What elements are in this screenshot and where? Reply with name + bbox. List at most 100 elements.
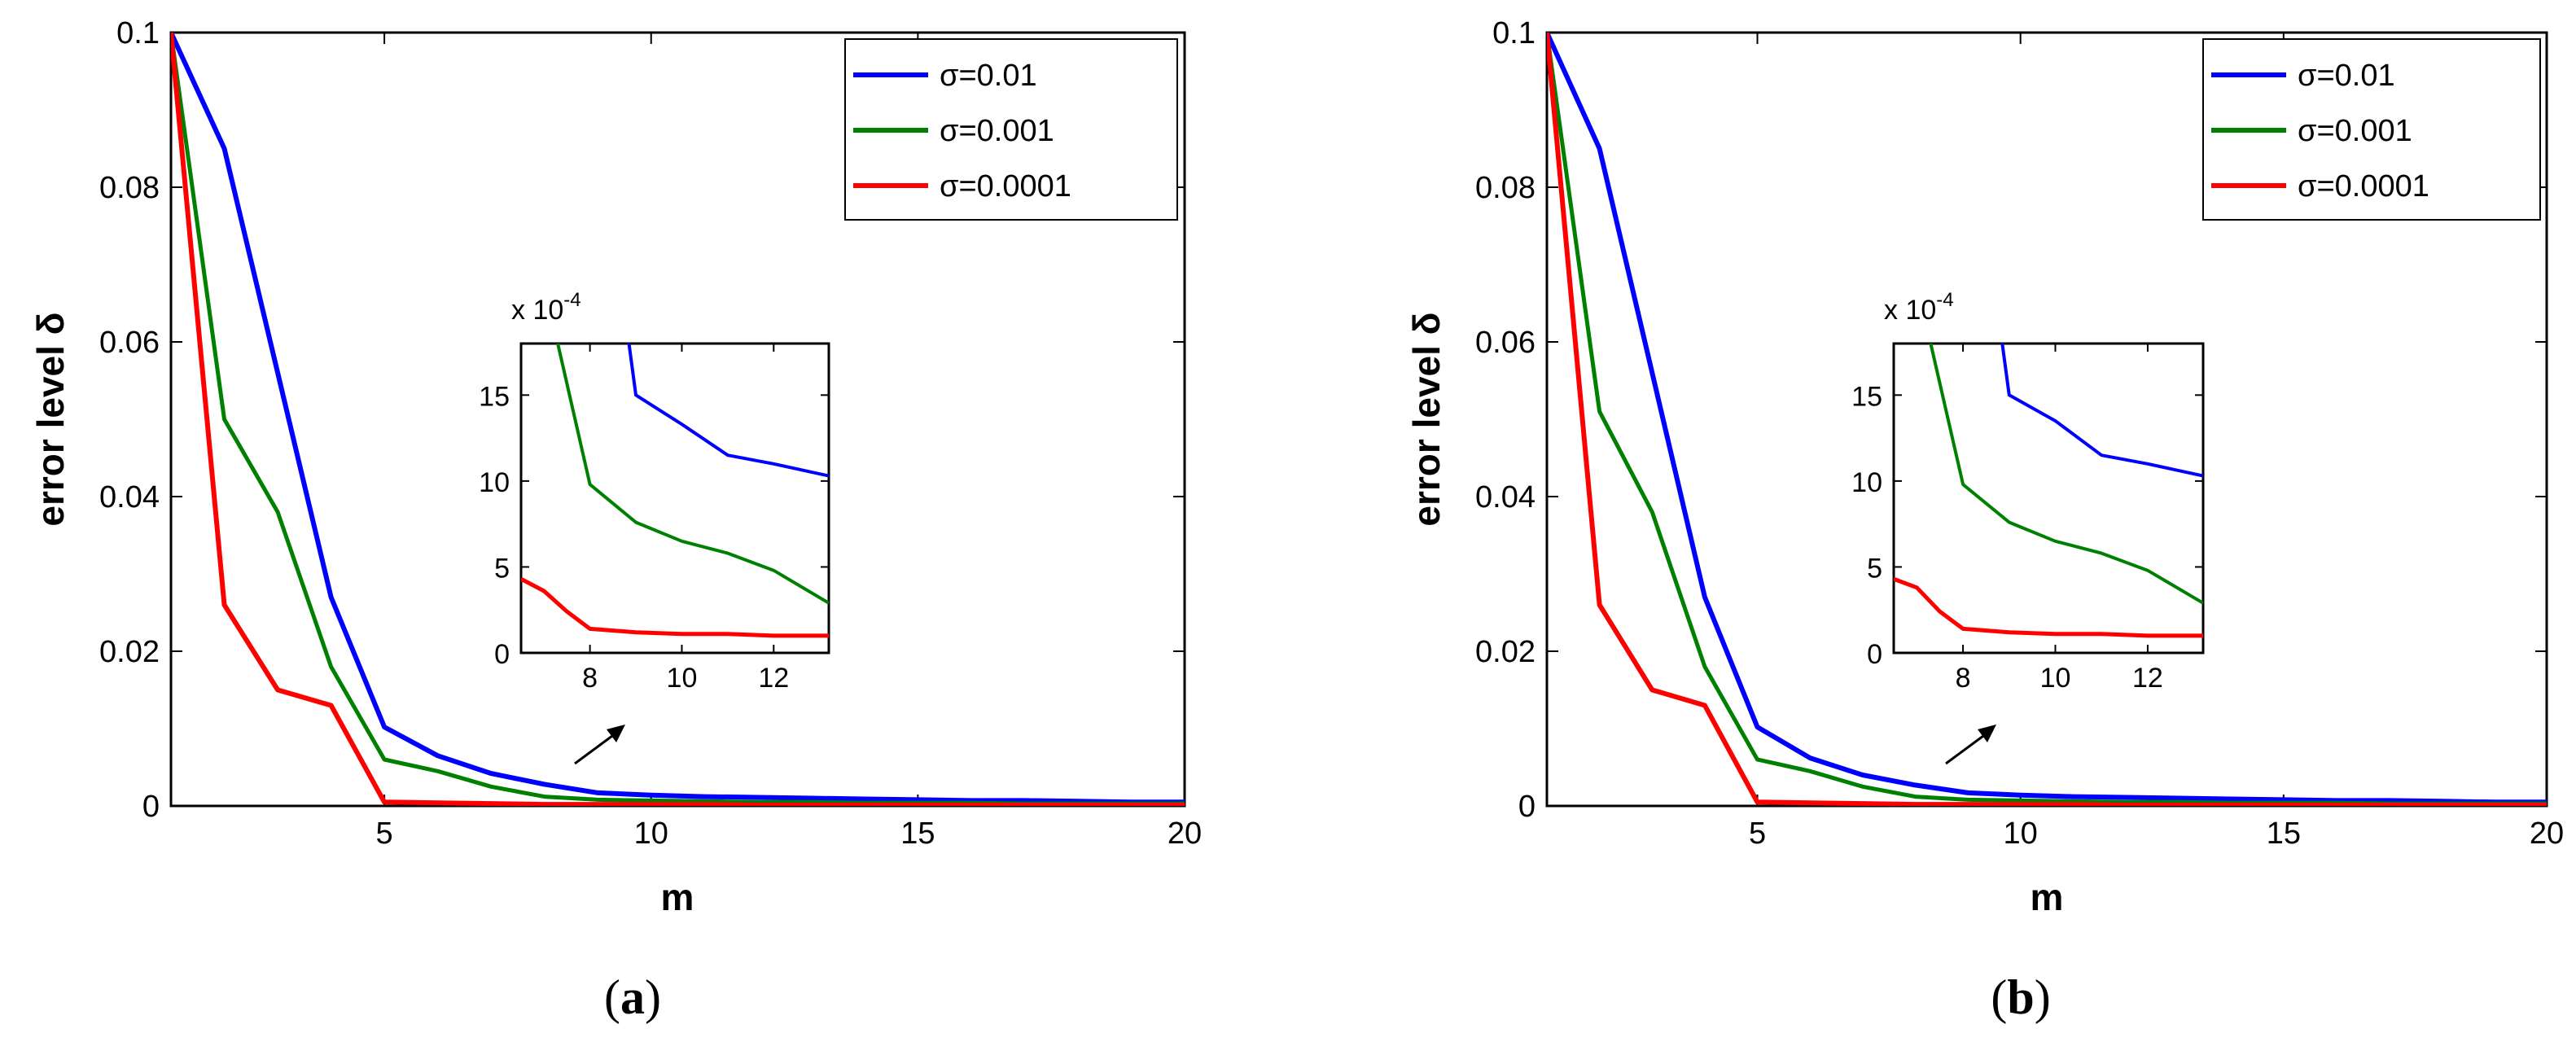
- x-tick-label: 15: [900, 817, 935, 851]
- series-sigma-0-001: [1929, 344, 2203, 605]
- x-tick-label: 10: [2004, 817, 2038, 851]
- x-tick-label: 12: [2132, 663, 2163, 694]
- series-sigma-0-0001: [1547, 33, 2547, 806]
- y-axis-label: error level δ: [29, 312, 72, 526]
- main-ticks: 5 10 15 20 0 0.02 0.04 0.06 0.08 0.1: [1475, 16, 2564, 851]
- series-line: [1547, 33, 2547, 806]
- x-axis-label: m: [661, 876, 694, 918]
- legend-entry: σ=0.0001: [853, 169, 1071, 204]
- y-tick-label: 0.04: [99, 480, 160, 514]
- x-tick-label: 5: [376, 817, 393, 851]
- series-line: [556, 344, 829, 605]
- series-sigma-0-0001: [171, 33, 1185, 806]
- x-tick-label: 8: [1956, 663, 1971, 694]
- y-tick-label: 15: [479, 381, 510, 412]
- inset-exponent: x 10-4: [1884, 289, 1954, 326]
- subfigure-label: (a): [604, 970, 661, 1024]
- x-tick-label: 10: [667, 663, 698, 694]
- y-tick-label: 0.08: [1475, 171, 1536, 205]
- legend-entry: σ=0.001: [853, 114, 1054, 148]
- x-tick-label: 10: [634, 817, 668, 851]
- legend-entry: σ=0.01: [2211, 59, 2395, 93]
- y-tick-label: 0.06: [1475, 326, 1536, 360]
- series-sigma-0-01: [627, 344, 829, 478]
- legend-label: σ=0.001: [940, 114, 1054, 148]
- y-tick-label: 0.1: [1492, 16, 1536, 50]
- y-axis-label: error level δ: [1405, 312, 1448, 526]
- series-sigma-0-0001: [521, 576, 829, 638]
- zoom-arrow: [574, 725, 625, 765]
- label-close: ): [645, 970, 661, 1024]
- label-close: ): [2035, 970, 2051, 1024]
- y-tick-label: 0: [1518, 790, 1536, 824]
- y-tick-label: 15: [1851, 381, 1882, 412]
- series-line: [1929, 344, 2203, 605]
- series-line: [627, 344, 829, 478]
- inset-a: 8 10 12 0 5 10 15 x 10-4: [479, 289, 830, 694]
- inset-series: [521, 344, 829, 638]
- series-sigma-0-001: [556, 344, 829, 605]
- y-tick-label: 0.02: [1475, 635, 1536, 669]
- series-sigma-0-0001: [1894, 576, 2203, 638]
- y-tick-label: 0.02: [99, 635, 160, 669]
- label-open: (: [604, 970, 620, 1024]
- y-tick-label: 10: [479, 467, 510, 498]
- legend-b: σ=0.01 σ=0.001 σ=0.0001: [2202, 38, 2541, 221]
- series-sigma-0-01: [2000, 344, 2203, 478]
- y-tick-label: 0.06: [99, 326, 160, 360]
- legend-label: σ=0.001: [2298, 114, 2412, 148]
- series-sigma-0-01: [1547, 33, 2547, 805]
- panel-a: 5 10 15 20 0 0.02 0.04 0.06 0.08 0.1 m error leve…: [29, 16, 1202, 1024]
- legend-label: σ=0.0001: [2298, 169, 2429, 204]
- panel-b: 5 10 15 20 0 0.02 0.04 0.06 0.08 0.1 m error leve…: [1405, 16, 2564, 1024]
- x-tick-label: 20: [2530, 817, 2564, 851]
- inset-series: [1894, 344, 2203, 638]
- x-tick-label: 12: [758, 663, 789, 694]
- series-line: [1547, 33, 2547, 805]
- y-tick-label: 5: [1867, 553, 1882, 584]
- exponent-power: -4: [563, 289, 580, 311]
- series-line: [171, 33, 1185, 806]
- legend-entry: σ=0.01: [853, 59, 1037, 93]
- exponent-base: x 10: [1884, 295, 1936, 326]
- x-axis-label: m: [2031, 876, 2064, 918]
- y-tick-label: 5: [494, 553, 510, 584]
- inset-frame: [1892, 342, 2205, 655]
- y-tick-label: 0: [142, 790, 160, 824]
- legend-label: σ=0.01: [940, 59, 1037, 93]
- main-series: [1547, 33, 2547, 806]
- y-tick-label: 0: [1867, 639, 1882, 670]
- main-series: [171, 33, 1185, 806]
- label-letter: b: [2007, 970, 2034, 1024]
- inset-b: 8 10 12 0 5 10 15 x 10-4: [1851, 289, 2205, 694]
- legend-label: σ=0.01: [2298, 59, 2395, 93]
- y-tick-label: 10: [1851, 467, 1882, 498]
- y-tick-label: 0.08: [99, 171, 160, 205]
- y-tick-label: 0.04: [1475, 480, 1536, 514]
- zoom-arrow: [1945, 725, 1996, 765]
- exponent-base: x 10: [511, 295, 563, 326]
- series-line: [2000, 344, 2203, 478]
- subfigure-label: (b): [1991, 970, 2050, 1024]
- x-tick-label: 5: [1749, 817, 1766, 851]
- label-open: (: [1991, 970, 2007, 1024]
- x-tick-label: 20: [1168, 817, 1202, 851]
- label-letter: a: [620, 970, 645, 1024]
- inset-frame: [519, 342, 830, 655]
- y-tick-label: 0: [494, 639, 510, 670]
- legend-a: σ=0.01 σ=0.001 σ=0.0001: [844, 38, 1178, 221]
- x-tick-label: 8: [582, 663, 598, 694]
- x-tick-label: 10: [2040, 663, 2071, 694]
- series-line: [171, 33, 1185, 805]
- inset-ticks: 8 10 12 0 5 10 15: [1851, 344, 2203, 694]
- inset-exponent: x 10-4: [511, 289, 581, 326]
- main-ticks: 5 10 15 20 0 0.02 0.04 0.06 0.08 0.1: [99, 16, 1202, 851]
- y-tick-label: 0.1: [116, 16, 160, 50]
- legend-entry: σ=0.001: [2211, 114, 2412, 148]
- inset-ticks: 8 10 12 0 5 10 15: [479, 344, 829, 694]
- legend-entry: σ=0.0001: [2211, 169, 2429, 204]
- exponent-power: -4: [1936, 289, 1953, 311]
- legend-label: σ=0.0001: [940, 169, 1071, 204]
- x-tick-label: 15: [2267, 817, 2301, 851]
